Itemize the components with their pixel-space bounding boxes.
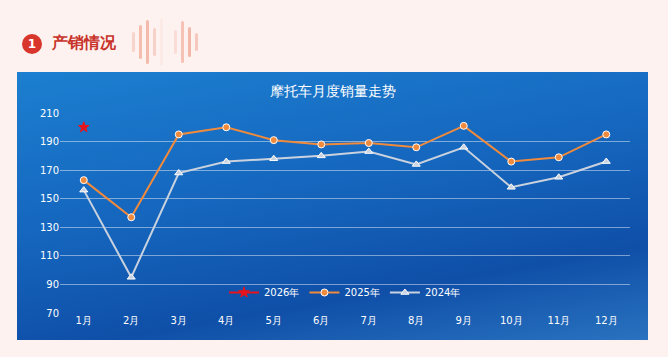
svg-text:70: 70 bbox=[46, 308, 59, 319]
svg-text:8月: 8月 bbox=[408, 315, 424, 326]
svg-text:150: 150 bbox=[40, 193, 59, 204]
svg-text:7月: 7月 bbox=[361, 315, 377, 326]
svg-text:4月: 4月 bbox=[218, 315, 234, 326]
svg-text:9月: 9月 bbox=[456, 315, 472, 326]
svg-text:110: 110 bbox=[40, 250, 59, 261]
svg-text:190: 190 bbox=[40, 136, 59, 147]
svg-text:130: 130 bbox=[40, 222, 59, 233]
svg-text:210: 210 bbox=[40, 108, 59, 119]
svg-text:10月: 10月 bbox=[500, 315, 523, 326]
svg-text:3月: 3月 bbox=[171, 315, 187, 326]
svg-text:12月: 12月 bbox=[595, 315, 618, 326]
svg-text:2月: 2月 bbox=[123, 315, 139, 326]
svg-text:2026年: 2026年 bbox=[264, 287, 299, 298]
html-text:1: 1 bbox=[27, 37, 37, 51]
svg-text:1月: 1月 bbox=[76, 315, 92, 326]
svg-text:170: 170 bbox=[40, 165, 59, 176]
svg-text:摩托车月度销量走势: 摩托车月度销量走势 bbox=[270, 83, 396, 99]
html-text:产销情况: 产销情况 bbox=[52, 33, 116, 52]
svg-text:2025年: 2025年 bbox=[344, 287, 379, 298]
svg-text:90: 90 bbox=[46, 279, 59, 290]
svg-text:2024年: 2024年 bbox=[425, 287, 460, 298]
svg-text:5月: 5月 bbox=[266, 315, 282, 326]
svg-text:6月: 6月 bbox=[313, 315, 329, 326]
svg-text:11月: 11月 bbox=[547, 315, 570, 326]
